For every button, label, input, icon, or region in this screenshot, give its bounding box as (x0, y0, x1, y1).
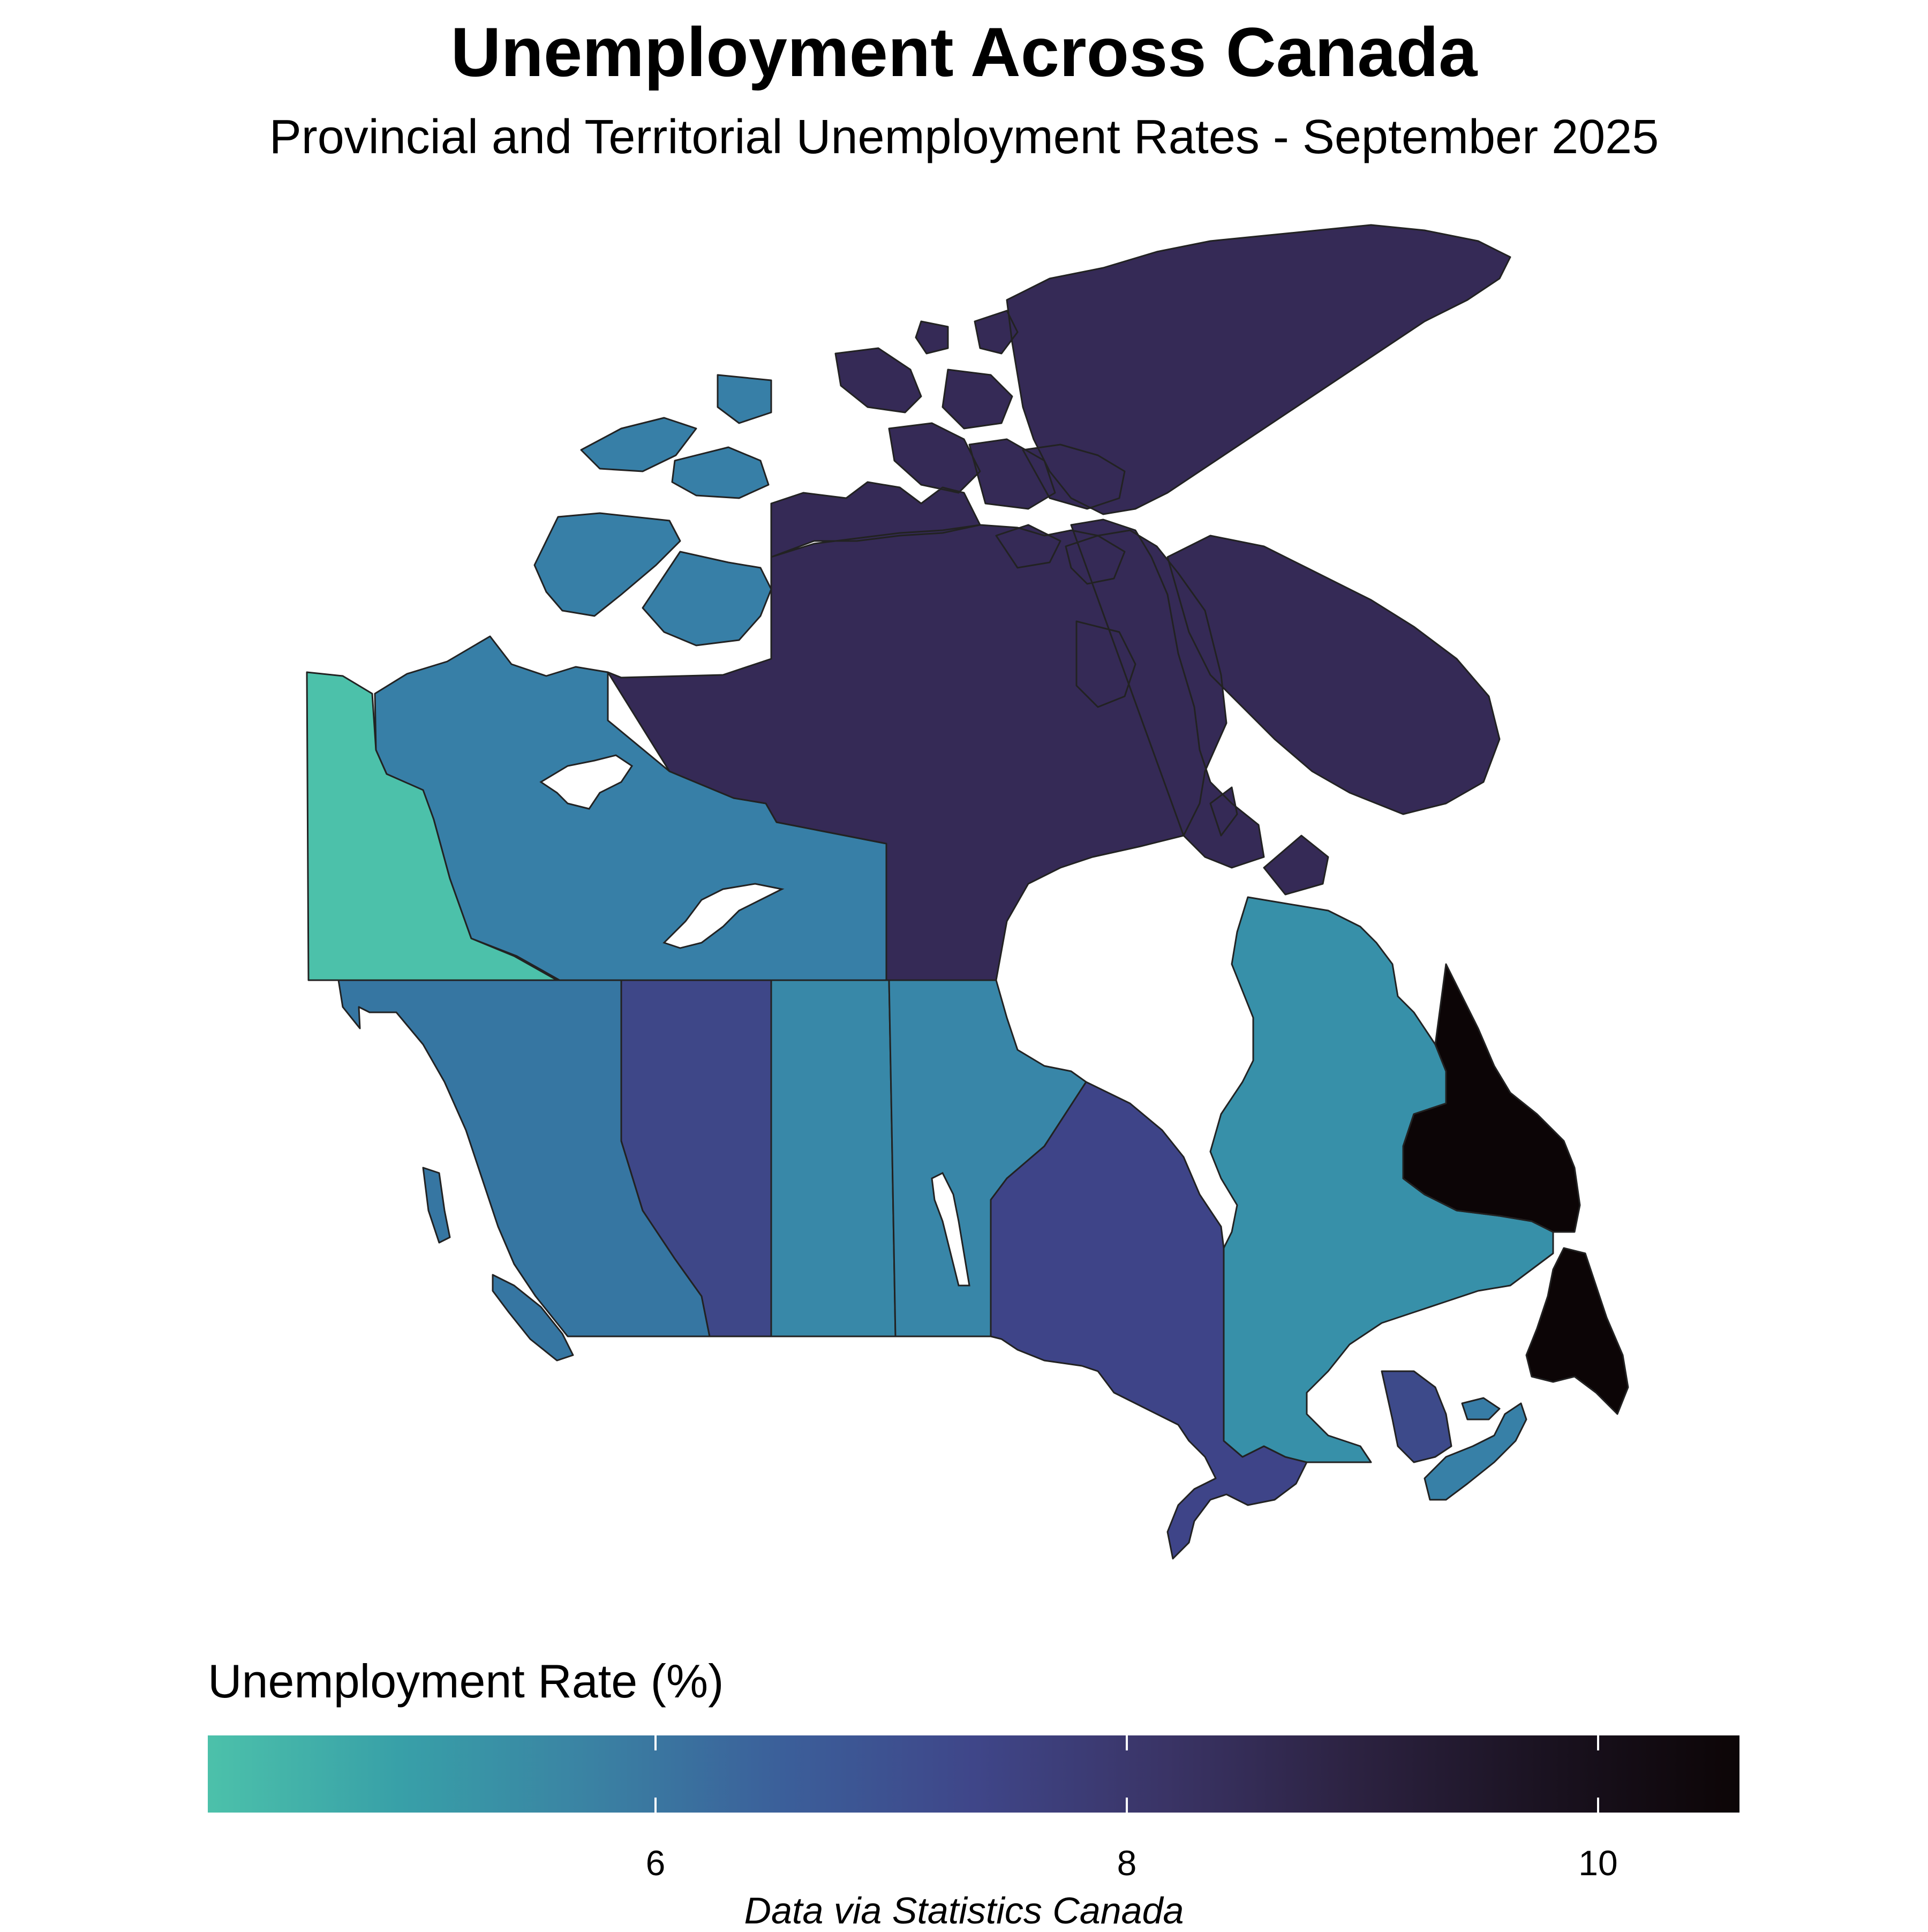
map-title: Unemployment Across Canada (450, 13, 1478, 91)
great-slave-lake (662, 883, 785, 949)
canada-choropleth-map: Yukon: 4.1% Northwest Territories: 6.1% … (306, 224, 1629, 1560)
map-subtitle: Provincial and Territorial Unemployment … (269, 110, 1659, 164)
region-prince-edward-island[interactable]: Prince Edward Island: 6.3% (1461, 1397, 1501, 1420)
region-northwest-territories-islands[interactable]: Northwest Territories: 6.1% (533, 374, 772, 646)
region-saskatchewan[interactable]: Saskatchewan: 5.9% (770, 979, 897, 1337)
region-new-brunswick[interactable]: New Brunswick: 7.7% (1381, 1370, 1452, 1463)
lake-winnipeg (931, 1171, 970, 1287)
legend-tick-label: 8 (1117, 1843, 1137, 1883)
legend-color-bar (208, 1735, 1739, 1813)
region-labrador[interactable]: Newfoundland and Labrador: 10.6% (1402, 963, 1581, 1233)
legend-tick-label: 10 (1578, 1843, 1618, 1883)
legend-tick-label: 6 (645, 1843, 666, 1883)
great-bear-lake (539, 754, 634, 810)
region-newfoundland[interactable]: Newfoundland and Labrador: 10.6% (1525, 1247, 1629, 1415)
region-quebec[interactable]: Quebec: 5.7% (1209, 896, 1554, 1463)
region-nunavut[interactable]: Nunavut: 8.9% (607, 224, 1511, 981)
region-nova-scotia[interactable]: Nova Scotia: 6.2% (1424, 1402, 1527, 1501)
data-source-caption: Data via Statistics Canada (744, 1890, 1184, 1931)
legend-title: Unemployment Rate (%) (208, 1655, 724, 1708)
